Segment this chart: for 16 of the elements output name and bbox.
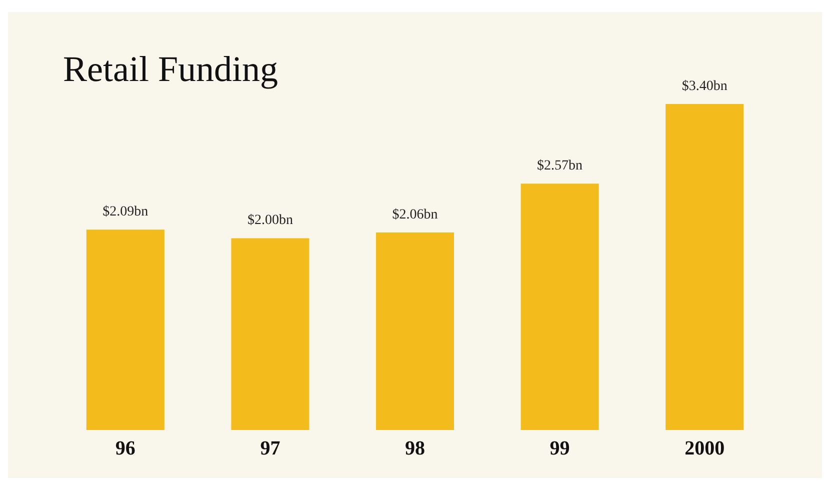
data-label: $2.57bn: [537, 158, 583, 174]
x-tick-label: 99: [550, 438, 570, 460]
data-label: $2.09bn: [102, 204, 148, 220]
data-label: $2.06bn: [392, 207, 438, 222]
data-label: $2.00bn: [247, 213, 293, 228]
x-tick-label: 2000: [684, 438, 725, 460]
chart-title: Retail Funding: [63, 49, 278, 89]
bar: [520, 184, 599, 430]
x-tick-label: 97: [260, 438, 280, 460]
bar: [376, 232, 454, 430]
bar: [86, 230, 164, 430]
x-tick-label: 98: [405, 438, 425, 460]
x-tick-label: 96: [115, 438, 136, 460]
bar: [231, 238, 310, 430]
bar: [666, 104, 744, 430]
data-label: $3.40bn: [682, 79, 728, 94]
